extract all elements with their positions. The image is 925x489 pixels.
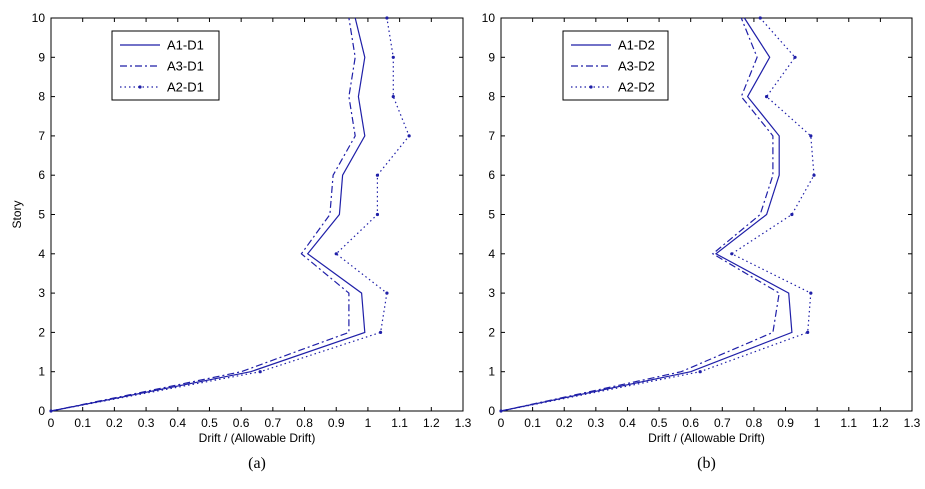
- x-tick-label-a: 0.3: [138, 416, 155, 430]
- y-tick-label-b: 3: [488, 286, 495, 300]
- legend-marker-a2-d2: [589, 85, 592, 88]
- series-point-a2-d1: [335, 252, 338, 255]
- y-tick-label-b: 5: [488, 208, 495, 222]
- x-tick-label-b: 0.2: [556, 416, 573, 430]
- y-tick-label-a: 9: [38, 50, 45, 64]
- x-axis-label-b: Drift / (Allowable Drift): [648, 431, 765, 445]
- y-tick-label-b: 1: [488, 365, 495, 379]
- series-point-a2-d2: [765, 95, 768, 98]
- y-tick-label-a: 7: [38, 129, 45, 143]
- caption-b: (b): [697, 455, 716, 472]
- x-tick-label-a: 0.8: [296, 416, 313, 430]
- y-tick-label-a: 6: [38, 168, 45, 182]
- x-tick-label-b: 0: [498, 416, 505, 430]
- y-tick-label-a: 8: [38, 90, 45, 104]
- x-tick-label-b: 1.1: [840, 416, 857, 430]
- series-point-a2-d2: [809, 292, 812, 295]
- x-tick-label-a: 0.1: [74, 416, 91, 430]
- x-tick-label-b: 0.9: [777, 416, 794, 430]
- series-point-a2-d1: [408, 134, 411, 137]
- x-tick-label-b: 0.4: [619, 416, 636, 430]
- series-point-a2-d2: [806, 331, 809, 334]
- series-point-a2-d1: [392, 56, 395, 59]
- chart-a: 0 0.1 0.2 0.3 0.4 0.5 0.6 0.7 0.8 0.9 1 1.1 1.2 1.3 0 1…: [10, 11, 472, 472]
- y-tick-label-a: 0: [38, 404, 45, 418]
- y-tick-label-b: 4: [488, 247, 495, 261]
- y-tick-label-b: 10: [482, 11, 496, 25]
- y-tick-label-b: 6: [488, 168, 495, 182]
- series-point-a2-d1: [392, 95, 395, 98]
- x-tick-label-a: 1.1: [391, 416, 408, 430]
- series-point-a2-d2: [809, 134, 812, 137]
- series-point-a2-d1: [376, 213, 379, 216]
- x-tick-label-a: 0.4: [169, 416, 186, 430]
- legend-b: A1-D2 A3-D2 A2-D2: [563, 31, 668, 100]
- series-point-a2-d2: [499, 409, 502, 412]
- x-tick-label-a: 1.2: [423, 416, 440, 430]
- series-point-a2-d1: [259, 370, 262, 373]
- x-tick-label-b: 0.1: [524, 416, 541, 430]
- y-tick-label-a: 3: [38, 286, 45, 300]
- series-point-a2-d1: [385, 16, 388, 19]
- x-tick-label-a: 0.7: [265, 416, 282, 430]
- y-tick-label-a: 5: [38, 208, 45, 222]
- x-tick-label-b: 1: [814, 416, 821, 430]
- x-tick-label-b: 0.8: [746, 416, 763, 430]
- x-tick-label-b: 0.7: [714, 416, 731, 430]
- legend-label-a3-d2: A3-D2: [618, 59, 655, 74]
- legend-label-a3-d1: A3-D1: [167, 59, 204, 74]
- series-point-a2-d1: [379, 331, 382, 334]
- legend-a: A1-D1 A3-D1 A2-D1: [112, 31, 219, 100]
- x-tick-label-a: 0.5: [201, 416, 218, 430]
- legend-label-a2-d1: A2-D1: [167, 80, 204, 95]
- y-axis-label-a: Story: [10, 200, 24, 228]
- series-point-a2-d2: [812, 174, 815, 177]
- y-tick-label-a: 1: [38, 365, 45, 379]
- x-tick-label-a: 1.3: [455, 416, 472, 430]
- y-tick-label-b: 8: [488, 90, 495, 104]
- y-tick-label-b: 9: [488, 50, 495, 64]
- y-tick-label-b: 7: [488, 129, 495, 143]
- series-point-a2-d1: [385, 292, 388, 295]
- y-tick-label-a: 10: [32, 11, 46, 25]
- x-tick-label-b: 1.3: [904, 416, 921, 430]
- x-tick-label-a: 0: [48, 416, 55, 430]
- x-tick-label-b: 0.6: [682, 416, 699, 430]
- series-point-a2-d2: [730, 252, 733, 255]
- caption-a: (a): [248, 455, 266, 472]
- legend-label-a2-d2: A2-D2: [618, 80, 655, 95]
- legend-marker-a2-d1: [138, 85, 141, 88]
- series-point-a2-d2: [699, 370, 702, 373]
- x-tick-label-b: 1.2: [872, 416, 889, 430]
- x-tick-label-b: 0.3: [588, 416, 605, 430]
- legend-label-a1-d2: A1-D2: [618, 38, 655, 53]
- x-tick-label-b: 0.5: [651, 416, 668, 430]
- series-point-a2-d2: [759, 16, 762, 19]
- y-tick-label-b: 2: [488, 325, 495, 339]
- x-tick-label-a: 0.2: [106, 416, 123, 430]
- chart-b: 0 0.1 0.2 0.3 0.4 0.5 0.6 0.7 0.8 0.9 1 1.1 1.2 1.3 0 1…: [482, 11, 921, 472]
- x-tick-label-a: 1: [365, 416, 372, 430]
- legend-label-a1-d1: A1-D1: [167, 38, 204, 53]
- series-point-a2-d1: [376, 174, 379, 177]
- x-tick-label-a: 0.6: [233, 416, 250, 430]
- x-tick-label-a: 0.9: [328, 416, 345, 430]
- series-point-a2-d2: [793, 56, 796, 59]
- y-tick-label-b: 0: [488, 404, 495, 418]
- series-point-a2-d1: [49, 409, 52, 412]
- y-tick-label-a: 2: [38, 325, 45, 339]
- x-axis-label-a: Drift / (Allowable Drift): [199, 431, 316, 445]
- series-point-a2-d2: [790, 213, 793, 216]
- y-tick-label-a: 4: [38, 247, 45, 261]
